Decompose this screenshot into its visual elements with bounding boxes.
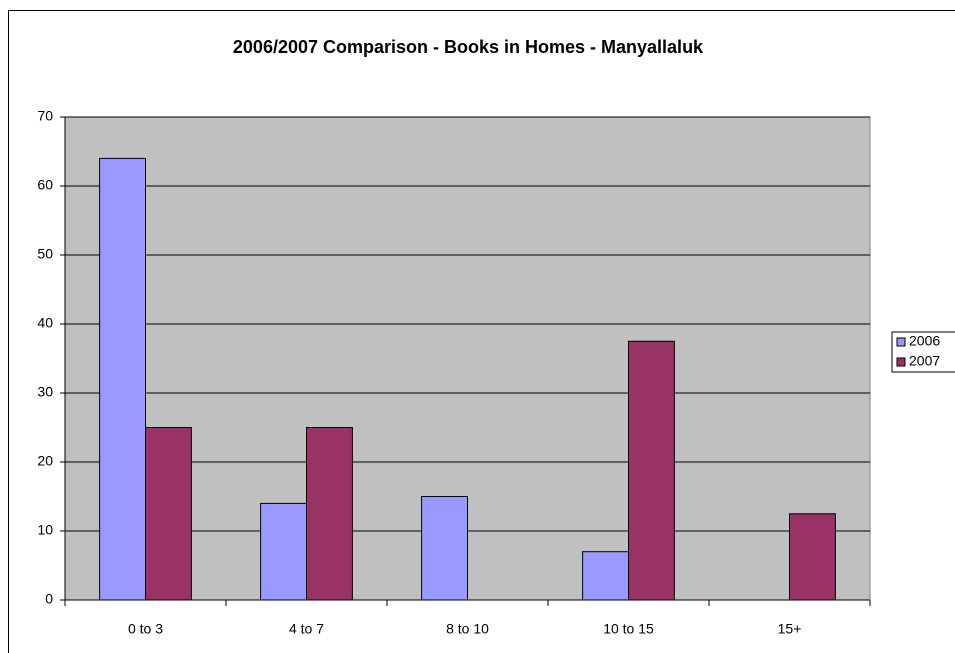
y-tick-label: 70: [37, 108, 53, 124]
x-tick-label: 10 to 15: [603, 621, 654, 637]
chart-title: 2006/2007 Comparison - Books in Homes - …: [233, 37, 704, 57]
legend-swatch: [896, 357, 906, 367]
bar: [306, 427, 353, 601]
bar: [789, 513, 836, 601]
bar: [99, 157, 146, 601]
y-tick-label: 50: [37, 246, 53, 262]
y-tick-label: 0: [45, 591, 53, 607]
x-tick-label: 0 to 3: [128, 621, 163, 637]
bar: [145, 427, 192, 601]
bar: [421, 496, 468, 601]
bar: [582, 551, 629, 601]
bar: [260, 502, 307, 601]
legend-label: 2007: [909, 353, 940, 369]
legend-swatch: [896, 337, 906, 347]
x-tick-label: 8 to 10: [446, 621, 489, 637]
x-tick-label: 4 to 7: [289, 621, 324, 637]
x-tick-label: 15+: [778, 621, 802, 637]
y-tick-label: 10: [37, 522, 53, 538]
y-tick-label: 60: [37, 177, 53, 193]
y-tick-label: 30: [37, 384, 53, 400]
bar: [628, 340, 675, 601]
y-tick-label: 40: [37, 315, 53, 331]
y-tick-label: 20: [37, 453, 53, 469]
legend-label: 2006: [909, 333, 940, 349]
